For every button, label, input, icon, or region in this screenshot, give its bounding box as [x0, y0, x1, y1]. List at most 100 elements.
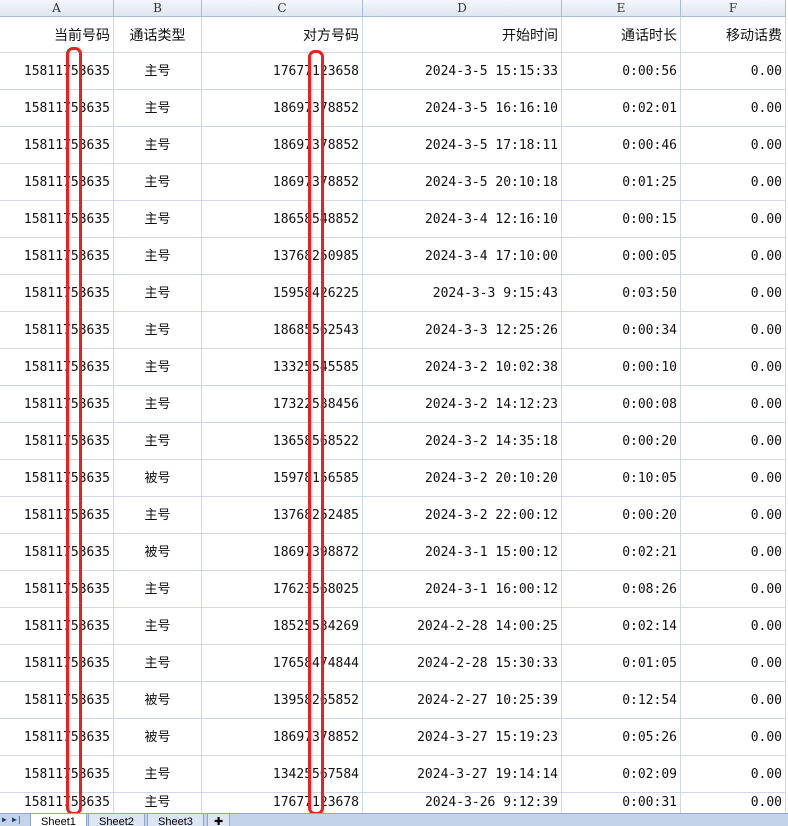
cell-duration[interactable]: 0:02:01	[562, 90, 681, 127]
cell-duration[interactable]: 0:01:25	[562, 164, 681, 201]
cell-other-number[interactable]: 13425567584	[202, 756, 363, 793]
cell-fee[interactable]: 0.00	[681, 164, 786, 201]
cell-fee[interactable]: 0.00	[681, 534, 786, 571]
sheet-tab-1[interactable]: Sheet1	[30, 814, 87, 826]
cell-start-time[interactable]: 2024-3-27 15:19:23	[363, 719, 562, 756]
cell-duration[interactable]: 0:00:31	[562, 793, 681, 813]
cell-duration[interactable]: 0:00:56	[562, 53, 681, 90]
cell-current-number[interactable]: 15811753635	[0, 571, 114, 608]
cell-call-type[interactable]: 主号	[114, 238, 202, 275]
cell-call-type[interactable]: 主号	[114, 127, 202, 164]
cell-current-number[interactable]: 15811753635	[0, 793, 114, 813]
cell-current-number[interactable]: 15811753635	[0, 53, 114, 90]
cell-current-number[interactable]: 15811753635	[0, 719, 114, 756]
cell-fee[interactable]: 0.00	[681, 312, 786, 349]
cell-current-number[interactable]: 15811753635	[0, 645, 114, 682]
cell-other-number[interactable]: 18697378852	[202, 127, 363, 164]
header-fee[interactable]: 移动话费	[681, 17, 786, 53]
tab-scroll-last-icon[interactable]: ▶|	[12, 815, 22, 824]
cell-other-number[interactable]: 18697378852	[202, 164, 363, 201]
header-start-time[interactable]: 开始时间	[363, 17, 562, 53]
cell-current-number[interactable]: 15811753635	[0, 386, 114, 423]
cell-start-time[interactable]: 2024-3-4 12:16:10	[363, 201, 562, 238]
cell-current-number[interactable]: 15811753635	[0, 608, 114, 645]
cell-start-time[interactable]: 2024-2-27 10:25:39	[363, 682, 562, 719]
cell-duration[interactable]: 0:00:15	[562, 201, 681, 238]
cell-other-number[interactable]: 13958265852	[202, 682, 363, 719]
cell-fee[interactable]: 0.00	[681, 127, 786, 164]
cell-other-number[interactable]: 18697378852	[202, 90, 363, 127]
cell-start-time[interactable]: 2024-3-5 20:10:18	[363, 164, 562, 201]
cell-start-time[interactable]: 2024-3-2 10:02:38	[363, 349, 562, 386]
cell-call-type[interactable]: 主号	[114, 571, 202, 608]
tab-scroll-right-icon[interactable]: ▶	[2, 815, 7, 824]
cell-call-type[interactable]: 被号	[114, 682, 202, 719]
cell-current-number[interactable]: 15811753635	[0, 164, 114, 201]
cell-current-number[interactable]: 15811753635	[0, 460, 114, 497]
column-header-f[interactable]: F	[681, 0, 786, 17]
cell-fee[interactable]: 0.00	[681, 645, 786, 682]
cell-other-number[interactable]: 13768252485	[202, 497, 363, 534]
cell-call-type[interactable]: 主号	[114, 645, 202, 682]
cell-start-time[interactable]: 2024-3-1 16:00:12	[363, 571, 562, 608]
cell-fee[interactable]: 0.00	[681, 682, 786, 719]
cell-fee[interactable]: 0.00	[681, 756, 786, 793]
cell-current-number[interactable]: 15811753635	[0, 682, 114, 719]
column-header-c[interactable]: C	[202, 0, 363, 17]
cell-fee[interactable]: 0.00	[681, 349, 786, 386]
cell-duration[interactable]: 0:00:46	[562, 127, 681, 164]
cell-call-type[interactable]: 主号	[114, 201, 202, 238]
cell-current-number[interactable]: 15811753635	[0, 275, 114, 312]
cell-current-number[interactable]: 15811753635	[0, 349, 114, 386]
cell-duration[interactable]: 0:00:20	[562, 497, 681, 534]
cell-call-type[interactable]: 被号	[114, 719, 202, 756]
cell-call-type[interactable]: 主号	[114, 497, 202, 534]
cell-other-number[interactable]: 18658548852	[202, 201, 363, 238]
cell-start-time[interactable]: 2024-3-2 14:12:23	[363, 386, 562, 423]
cell-duration[interactable]: 0:01:05	[562, 645, 681, 682]
cell-start-time[interactable]: 2024-3-3 12:25:26	[363, 312, 562, 349]
column-header-a[interactable]: A	[0, 0, 114, 17]
cell-call-type[interactable]: 主号	[114, 386, 202, 423]
header-duration[interactable]: 通话时长	[562, 17, 681, 53]
cell-call-type[interactable]: 主号	[114, 275, 202, 312]
cell-call-type[interactable]: 主号	[114, 312, 202, 349]
cell-start-time[interactable]: 2024-2-28 15:30:33	[363, 645, 562, 682]
cell-start-time[interactable]: 2024-3-5 16:16:10	[363, 90, 562, 127]
cell-fee[interactable]: 0.00	[681, 201, 786, 238]
cell-current-number[interactable]: 15811753635	[0, 497, 114, 534]
cell-start-time[interactable]: 2024-3-2 14:35:18	[363, 423, 562, 460]
cell-fee[interactable]: 0.00	[681, 53, 786, 90]
cell-duration[interactable]: 0:05:26	[562, 719, 681, 756]
column-header-e[interactable]: E	[562, 0, 681, 17]
cell-fee[interactable]: 0.00	[681, 386, 786, 423]
cell-fee[interactable]: 0.00	[681, 238, 786, 275]
cell-start-time[interactable]: 2024-3-4 17:10:00	[363, 238, 562, 275]
cell-duration[interactable]: 0:00:34	[562, 312, 681, 349]
cell-current-number[interactable]: 15811753635	[0, 238, 114, 275]
cell-duration[interactable]: 0:00:05	[562, 238, 681, 275]
cell-start-time[interactable]: 2024-3-1 15:00:12	[363, 534, 562, 571]
cell-call-type[interactable]: 主号	[114, 164, 202, 201]
cell-other-number[interactable]: 18697378852	[202, 719, 363, 756]
cell-current-number[interactable]: 15811753635	[0, 534, 114, 571]
cell-start-time[interactable]: 2024-3-5 15:15:33	[363, 53, 562, 90]
cell-call-type[interactable]: 主号	[114, 608, 202, 645]
cell-other-number[interactable]: 13325545585	[202, 349, 363, 386]
cell-call-type[interactable]: 主号	[114, 53, 202, 90]
cell-call-type[interactable]: 主号	[114, 423, 202, 460]
cell-duration[interactable]: 0:10:05	[562, 460, 681, 497]
cell-duration[interactable]: 0:00:10	[562, 349, 681, 386]
cell-other-number[interactable]: 18697398872	[202, 534, 363, 571]
cell-call-type[interactable]: 主号	[114, 793, 202, 813]
cell-fee[interactable]: 0.00	[681, 90, 786, 127]
header-other-number[interactable]: 对方号码	[202, 17, 363, 53]
cell-other-number[interactable]: 18525534269	[202, 608, 363, 645]
column-header-b[interactable]: B	[114, 0, 202, 17]
cell-other-number[interactable]: 17677123658	[202, 53, 363, 90]
cell-fee[interactable]: 0.00	[681, 275, 786, 312]
column-header-d[interactable]: D	[363, 0, 562, 17]
cell-start-time[interactable]: 2024-2-28 14:00:25	[363, 608, 562, 645]
cell-other-number[interactable]: 13658568522	[202, 423, 363, 460]
cell-other-number[interactable]: 13768250985	[202, 238, 363, 275]
